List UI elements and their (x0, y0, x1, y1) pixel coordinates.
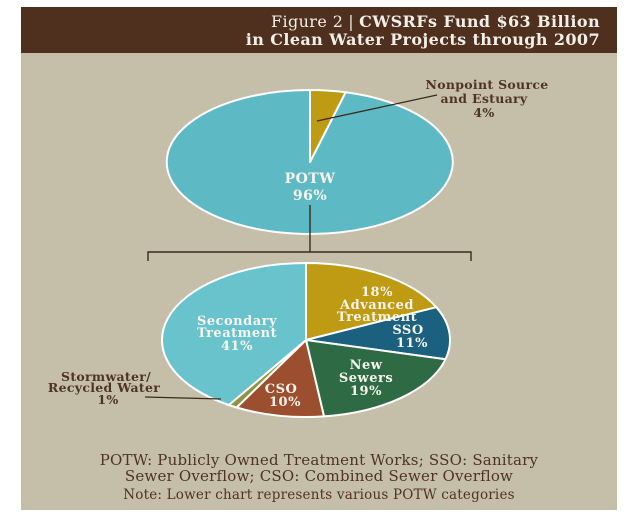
top-pie-chart: POTW 96% (165, 89, 454, 235)
cso-pct-label: 10% (269, 395, 301, 410)
sso-label: SSO (392, 323, 423, 338)
new-sewers-label-line2: Sewers (339, 371, 393, 386)
title-separator: | (348, 12, 355, 31)
pie-charts-canvas: POTW 96% Nonpoint Source and Estuary 4% … (48, 77, 549, 419)
nonpoint-callout: Nonpoint Source and Estuary 4% (316, 77, 549, 122)
abbreviations-line2: Sewer Overflow; CSO: Combined Sewer Over… (124, 466, 514, 485)
nonpoint-label-line2: and Estuary (441, 91, 528, 106)
pie-slice-nonpoint-source (309, 89, 347, 163)
secondary-label-line1: Secondary (197, 314, 277, 329)
figure-footnote: POTW: Publicly Owned Treatment Works; SS… (21, 451, 617, 503)
cso-label: CSO (265, 382, 298, 397)
nonpoint-label-line1: Nonpoint Source (426, 77, 549, 92)
chart-note: Note: Lower chart represents various POT… (123, 487, 515, 503)
sso-pct-label: 11% (396, 336, 428, 351)
pie-slice-cso (235, 339, 325, 419)
advanced-pct-label: 18% (361, 285, 393, 300)
pie-slice-new-sewers (305, 339, 447, 418)
lower-pie-chart (161, 262, 451, 419)
potw-pct-label: 96% (293, 188, 327, 204)
secondary-label-line2: Treatment (197, 326, 277, 341)
figure-panel: Figure 2 | CWSRFs Fund $63 Billion in Clea… (21, 7, 617, 510)
figure-title-line2: in Clean Water Projects through 2007 (245, 30, 600, 49)
nonpoint-leader-line (316, 94, 438, 122)
advanced-label-line1: Advanced (339, 298, 414, 313)
pie-slice-sso (305, 306, 451, 361)
nonpoint-pct-label: 4% (473, 105, 494, 120)
bracket-line (147, 251, 472, 261)
stormwater-leader-line (144, 396, 222, 400)
new-sewers-pct-label: 19% (350, 384, 382, 399)
stormwater-pct-label: 1% (97, 392, 118, 407)
figure-title-line1: Figure 2 | CWSRFs Fund $63 Billion (21, 13, 600, 31)
advanced-label-line2: Treatment (337, 310, 417, 325)
stormwater-label-line1: Stormwater/ (61, 369, 151, 384)
potw-bracket-connector (147, 205, 472, 261)
figure-title-text: CWSRFs Fund $63 Billion (359, 12, 600, 31)
potw-label: POTW (285, 171, 336, 187)
stormwater-label-line2: Recycled Water (48, 380, 160, 395)
pie-slice-secondary-treatment (161, 262, 307, 406)
lower-pie-labels: 18% Advanced Treatment SSO 11% New Sewer… (197, 285, 428, 410)
stormwater-callout: Stormwater/ Recycled Water 1% (48, 369, 222, 407)
pie-slice-advanced-treatment (305, 262, 438, 341)
abbreviations-line1: POTW: Publicly Owned Treatment Works; SS… (99, 451, 539, 469)
new-sewers-label-line1: New (350, 358, 383, 373)
figure-title-bar: Figure 2 | CWSRFs Fund $63 Billion in Clea… (21, 7, 617, 53)
secondary-pct-label: 41% (221, 339, 253, 354)
figure-number: Figure 2 (270, 12, 344, 31)
